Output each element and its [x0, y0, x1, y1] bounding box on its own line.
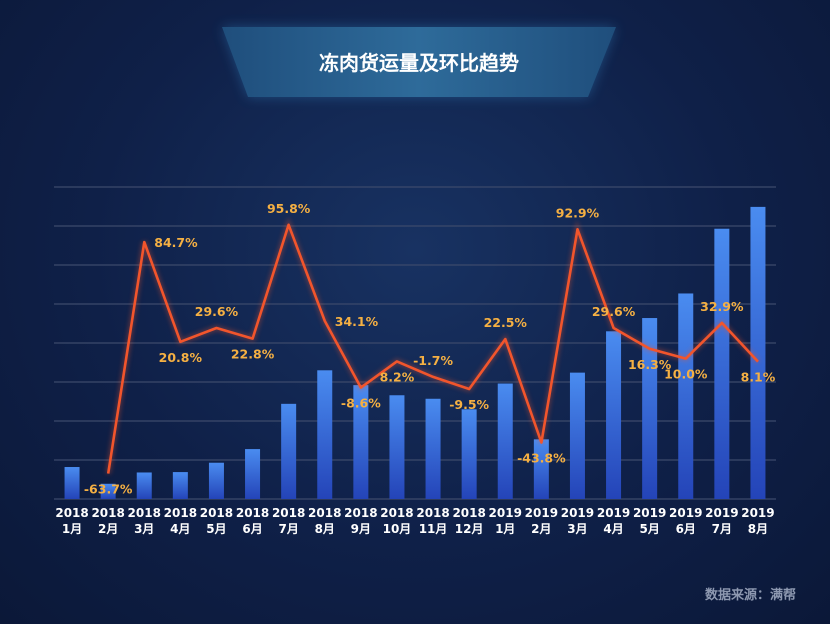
x-tick-year: 2019	[669, 506, 702, 520]
bar	[245, 449, 261, 499]
bar	[714, 228, 730, 500]
x-tick-month: 2月	[98, 522, 118, 536]
bar	[569, 372, 585, 499]
x-tick-year: 2018	[416, 506, 449, 520]
mom-label: 95.8%	[267, 201, 311, 216]
x-tick-year: 2018	[380, 506, 413, 520]
x-tick-month: 8月	[748, 522, 768, 536]
title-banner: 冻肉货运量及环比趋势	[222, 27, 616, 97]
x-tick-year: 2018	[164, 506, 197, 520]
x-tick-month: 2月	[531, 522, 551, 536]
chart-plot: -63.7% 84.7% 20.8% 29.6% 22.8% 95.8% 34.1% -8.6…	[54, 186, 776, 536]
x-tick-year: 2018	[344, 506, 377, 520]
mom-label: 29.6%	[195, 304, 239, 319]
x-tick-month: 7月	[712, 522, 732, 536]
bar	[642, 318, 658, 499]
x-tick-year: 2018	[452, 506, 485, 520]
x-tick-year: 2018	[91, 506, 124, 520]
x-tick-year: 2018	[308, 506, 341, 520]
x-tick-year: 2019	[741, 506, 774, 520]
mom-label: -63.7%	[84, 482, 133, 497]
x-tick-year: 2018	[200, 506, 233, 520]
x-tick-year: 2018	[236, 506, 269, 520]
bar	[678, 293, 694, 499]
x-tick-year: 2019	[597, 506, 630, 520]
x-tick-year: 2018	[55, 506, 88, 520]
mom-label: -43.8%	[517, 451, 566, 466]
bar-series	[64, 206, 766, 500]
mom-label: -9.5%	[449, 397, 489, 412]
bar	[750, 206, 766, 499]
source-note: 数据来源：满帮	[704, 588, 796, 603]
x-tick-year: 2018	[128, 506, 161, 520]
x-tick-month: 6月	[242, 522, 262, 536]
bar	[389, 395, 405, 499]
bar	[100, 483, 116, 499]
mom-label: 8.2%	[380, 369, 415, 384]
x-tick-month: 4月	[170, 522, 190, 536]
mom-label: 29.6%	[592, 304, 636, 319]
mom-label: 22.8%	[231, 347, 275, 362]
chart-title: 冻肉货运量及环比趋势	[319, 51, 519, 75]
bar	[533, 439, 549, 499]
x-tick-year: 2018	[272, 506, 305, 520]
mom-label: 92.9%	[556, 205, 600, 220]
x-tick-year: 2019	[489, 506, 522, 520]
x-tick-month: 9月	[351, 522, 371, 536]
x-tick-month: 3月	[567, 522, 587, 536]
bar	[208, 462, 224, 499]
x-axis-labels: 2018 1月 2018 2月 2018 3月 2018 4月 2018 5月 2018 6月 2018…	[55, 506, 774, 536]
x-tick-year: 2019	[561, 506, 594, 520]
bar	[497, 383, 513, 499]
x-tick-month: 7月	[278, 522, 298, 536]
x-tick-month: 1月	[495, 522, 515, 536]
mom-label: 34.1%	[335, 314, 379, 329]
mom-label: 84.7%	[154, 235, 198, 250]
mom-label: -1.7%	[413, 353, 453, 368]
mom-label: -8.6%	[341, 396, 381, 411]
mom-label: 10.0%	[664, 367, 708, 382]
x-tick-month: 5月	[206, 522, 226, 536]
x-tick-month: 6月	[676, 522, 696, 536]
bar	[281, 403, 297, 499]
mom-line	[106, 223, 759, 474]
mom-label: 32.9%	[700, 299, 744, 314]
mom-label: 8.1%	[741, 370, 776, 385]
mom-label: 22.5%	[484, 315, 528, 330]
title-trapezoid	[222, 27, 616, 97]
mom-labels: -63.7% 84.7% 20.8% 29.6% 22.8% 95.8% 34.1% -8.6…	[84, 201, 776, 497]
x-tick-month: 1月	[62, 522, 82, 536]
x-tick-month: 10月	[383, 522, 412, 536]
bar	[461, 409, 477, 499]
x-tick-month: 8月	[315, 522, 335, 536]
x-tick-month: 12月	[455, 522, 484, 536]
x-tick-year: 2019	[705, 506, 738, 520]
bar	[606, 331, 622, 499]
mom-label: 16.3%	[628, 357, 672, 372]
x-tick-year: 2019	[633, 506, 666, 520]
x-tick-month: 5月	[639, 522, 659, 536]
bar	[317, 370, 333, 499]
mom-label: 20.8%	[159, 350, 203, 365]
x-tick-month: 11月	[419, 522, 448, 536]
x-tick-month: 3月	[134, 522, 154, 536]
bar	[64, 467, 80, 499]
x-tick-month: 4月	[603, 522, 623, 536]
x-tick-year: 2019	[525, 506, 558, 520]
bar	[136, 472, 152, 499]
gridlines	[54, 186, 776, 500]
bar	[425, 398, 441, 499]
bar	[172, 472, 188, 499]
bar	[353, 385, 369, 499]
